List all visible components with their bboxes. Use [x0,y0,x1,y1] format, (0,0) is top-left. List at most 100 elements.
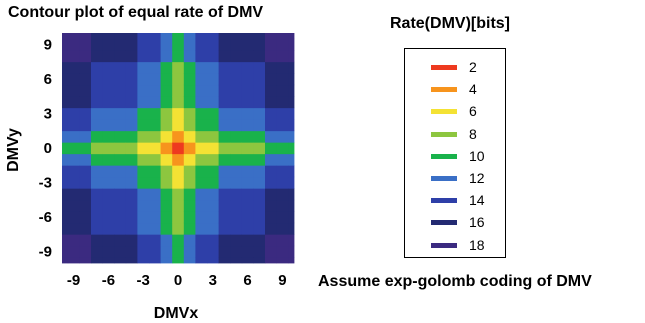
heatmap-cell [253,130,266,143]
heatmap-cell [160,153,173,166]
heatmap-cell [230,257,243,264]
heatmap-cell [288,119,295,132]
heatmap-cell [241,50,254,63]
heatmap-cell [230,50,243,63]
heatmap-cell [114,61,127,74]
heatmap-cell [125,38,138,51]
heatmap-cell [137,142,150,155]
legend-item: 14 [405,190,505,210]
heatmap-cell [183,96,196,109]
heatmap-cell [230,188,243,201]
heatmap-cell [241,33,254,40]
heatmap-cell [91,142,103,155]
heatmap-cell [125,153,138,166]
heatmap-cell [265,245,277,258]
heatmap-cell [67,199,80,212]
heatmap-cell [207,245,219,258]
heatmap-cell [114,153,127,166]
heatmap-cell [149,73,161,86]
heatmap-cell [195,257,208,264]
heatmap-cell [62,257,69,264]
legend-label: 6 [469,103,477,120]
heatmap-cell [253,176,266,189]
legend-item: 8 [405,124,505,144]
heatmap-cell [172,107,185,120]
heatmap-cell [114,107,127,120]
heatmap-cell [79,38,92,51]
heatmap-cell [79,96,92,109]
heatmap-cell [195,142,208,155]
heatmap-cell [253,38,266,51]
contour-plot: -9 -6 -3 0 3 6 9 9 6 3 0 -3 -6 -9 DMVx DMVy [5,33,295,322]
heatmap-cell [207,188,219,201]
heatmap-cell [91,107,103,120]
heatmap-cell [160,234,173,247]
heatmap-cell [172,257,185,264]
heatmap-cell [160,61,173,74]
heatmap-cell [230,245,243,258]
heatmap-cell [183,38,196,51]
heatmap-cell [79,73,92,86]
x-tick-label: -9 [67,272,80,289]
heatmap-cell [183,130,196,143]
heatmap-cell [230,211,243,224]
heatmap-cell [62,84,69,97]
heatmap-cell [149,188,161,201]
heatmap-cell [265,165,277,178]
heatmap-cell [172,165,185,178]
heatmap-cell [230,199,243,212]
heatmap-cell [172,234,185,247]
heatmap-cell [241,153,254,166]
heatmap-cell [125,61,138,74]
heatmap-cell [195,73,208,86]
heatmap-cell [62,96,69,109]
heatmap-cell [253,257,266,264]
heatmap-cell [137,130,150,143]
heatmap-cell [241,165,254,178]
heatmap-cell [149,119,161,132]
heatmap-cell [218,234,231,247]
heatmap-cell [102,96,115,109]
heatmap-cell [79,176,92,189]
heatmap-cell [288,188,295,201]
heatmap-cell [265,50,277,63]
heatmap-cell [67,96,80,109]
heatmap-cell [265,222,277,235]
legend-swatch [431,220,457,226]
heatmap-cell [62,142,69,155]
heatmap-cell [149,50,161,63]
heatmap-cell [137,234,150,247]
heatmap-cell [276,257,289,264]
heatmap-cell [137,222,150,235]
heatmap-cell [288,234,295,247]
heatmap-cell [125,245,138,258]
heatmap-cell [276,73,289,86]
heatmap-cell [102,245,115,258]
heatmap-cell [207,222,219,235]
heatmap-cell [265,130,277,143]
legend-label: 4 [469,81,477,98]
heatmap-cell [230,119,243,132]
heatmap-cell [137,176,150,189]
heatmap-cell [114,119,127,132]
heatmap-cell [172,50,185,63]
heatmap-cell [172,84,185,97]
heatmap-cell [91,119,103,132]
heatmap-cell [102,50,115,63]
heatmap-cell [62,199,69,212]
x-axis-label: DMVx [154,305,199,322]
chart-title: Contour plot of equal rate of DMV [8,4,264,21]
heatmap-cell [91,61,103,74]
heatmap-cell [79,257,92,264]
heatmap-cell [67,33,80,40]
heatmap-cell [183,199,196,212]
heatmap-cell [137,73,150,86]
heatmap-cell [160,107,173,120]
heatmap-cell [207,50,219,63]
legend-label: 2 [469,59,477,75]
heatmap-cell [183,142,196,155]
heatmap-cell [195,188,208,201]
heatmap-cell [102,176,115,189]
heatmap-cell [114,245,127,258]
heatmap-cell [149,245,161,258]
